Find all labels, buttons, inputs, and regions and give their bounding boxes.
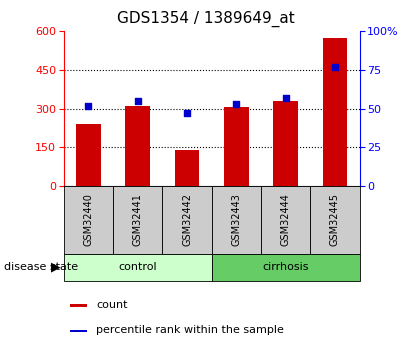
Text: GSM32441: GSM32441 [133, 194, 143, 246]
Text: GDS1354 / 1389649_at: GDS1354 / 1389649_at [117, 10, 294, 27]
Bar [224, 107, 249, 186]
Point [332, 64, 338, 70]
FancyBboxPatch shape [64, 186, 113, 254]
Text: GSM32442: GSM32442 [182, 194, 192, 246]
Bar [69, 304, 88, 307]
Text: GSM32445: GSM32445 [330, 194, 340, 246]
Point [184, 110, 190, 116]
Text: control: control [118, 263, 157, 272]
Point [233, 101, 240, 107]
Bar [323, 38, 347, 186]
FancyBboxPatch shape [64, 254, 212, 281]
Bar [125, 106, 150, 186]
Text: GSM32443: GSM32443 [231, 194, 241, 246]
Text: cirrhosis: cirrhosis [262, 263, 309, 272]
Bar [273, 101, 298, 186]
Text: ▶: ▶ [51, 261, 60, 274]
FancyBboxPatch shape [310, 186, 360, 254]
Point [85, 103, 92, 108]
Text: disease state: disease state [4, 263, 78, 272]
Text: percentile rank within the sample: percentile rank within the sample [96, 325, 284, 335]
Text: count: count [96, 300, 128, 310]
Bar [69, 330, 88, 332]
Bar [175, 150, 199, 186]
Text: GSM32444: GSM32444 [281, 194, 291, 246]
FancyBboxPatch shape [261, 186, 310, 254]
FancyBboxPatch shape [113, 186, 162, 254]
FancyBboxPatch shape [212, 186, 261, 254]
FancyBboxPatch shape [162, 186, 212, 254]
Point [134, 98, 141, 104]
Text: GSM32440: GSM32440 [83, 194, 93, 246]
FancyBboxPatch shape [212, 254, 360, 281]
Point [282, 95, 289, 101]
Bar [76, 124, 101, 186]
